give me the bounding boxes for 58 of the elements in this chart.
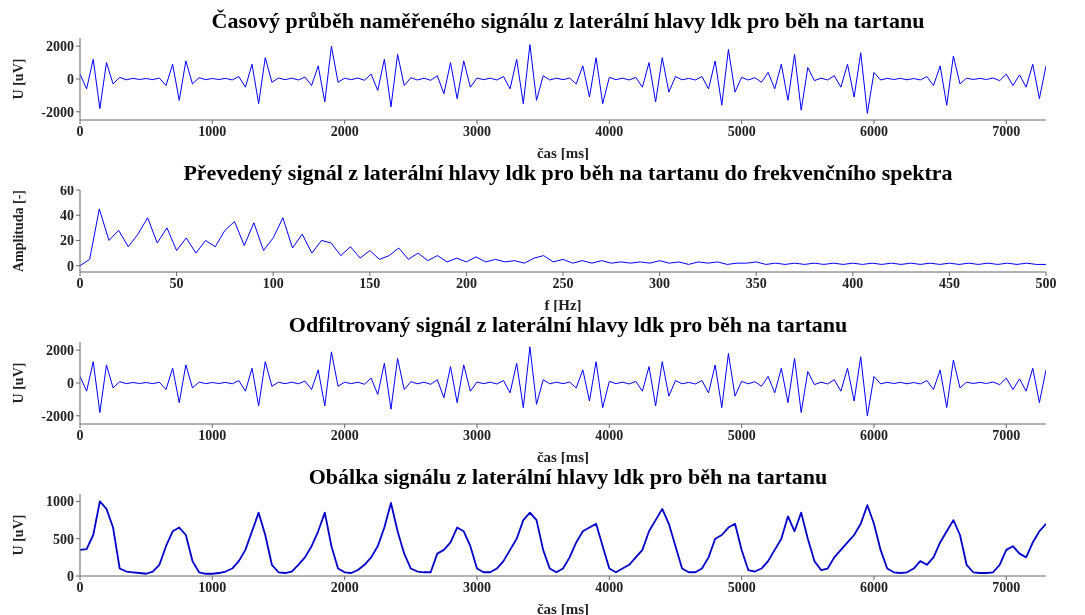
x-tick-label: 5000 (727, 579, 756, 595)
y-tick-label: 1000 (46, 494, 74, 510)
x-tick-label: 5000 (727, 123, 756, 139)
x-tick-label: 4000 (595, 427, 624, 443)
y-tick-label: 0 (67, 71, 74, 87)
x-tick-label: 200 (455, 275, 477, 291)
x-tick-label: 1000 (198, 579, 227, 595)
y-tick-label: 40 (60, 208, 74, 224)
x-tick-label: 2000 (330, 579, 359, 595)
line-series (80, 346, 1046, 417)
line-series (80, 208, 1046, 267)
x-tick-label: 6000 (859, 579, 888, 595)
x-axis-title: čas [ms] (536, 449, 590, 465)
y-tick-label: 0 (67, 375, 74, 391)
x-tick-label: 250 (552, 275, 574, 291)
x-tick-label: 7000 (992, 427, 1021, 443)
x-tick-label: 450 (938, 275, 960, 291)
x-axis-title: čas [ms] (536, 145, 590, 161)
x-tick-label: 50 (169, 275, 184, 291)
x-tick-label: 350 (745, 275, 767, 291)
x-axis-title: f [Hz] (544, 297, 582, 313)
x-tick-label: 150 (359, 275, 381, 291)
y-tick-label: 500 (53, 531, 74, 547)
x-tick-label: 300 (649, 275, 671, 291)
chart-title: Převedený signál z laterální hlavy ldk pro běh na tartanu do frekvenčního spektra (183, 160, 953, 185)
y-tick-label: 0 (67, 568, 74, 584)
x-tick-label: 7000 (992, 123, 1021, 139)
y-axis-title: U [uV] (10, 58, 26, 100)
chart-title: Časový průběh naměřeného signálu z laterální hlavy ldk pro běh na tartanu (210, 8, 926, 34)
y-tick-label: 0 (67, 258, 74, 274)
y-tick-label: 2000 (46, 39, 74, 55)
y-tick-label: -2000 (41, 104, 74, 120)
x-tick-label: 1000 (198, 427, 227, 443)
y-tick-label: 2000 (46, 343, 74, 359)
line-series (80, 44, 1046, 114)
x-tick-label: 3000 (462, 579, 491, 595)
x-tick-label: 1000 (198, 123, 227, 139)
y-tick-label: 20 (60, 233, 74, 249)
x-tick-label: 400 (842, 275, 864, 291)
chart-title: Odfiltrovaný signál z laterální hlavy ldk pro běh na tartanu (287, 312, 849, 338)
chart-title: Obálka signálu z laterální hlavy ldk pro běh na tartanu (307, 464, 829, 490)
x-tick-label: 7000 (992, 579, 1021, 595)
x-tick-label: 6000 (859, 427, 888, 443)
y-axis-title: U [uV] (10, 362, 26, 404)
x-tick-label: 4000 (595, 123, 624, 139)
y-tick-label: -2000 (41, 408, 74, 424)
x-tick-label: 6000 (859, 123, 888, 139)
x-tick-label: 100 (262, 275, 284, 291)
x-tick-label: 2000 (330, 427, 359, 443)
x-tick-label: 3000 (462, 123, 491, 139)
x-tick-label: 3000 (462, 427, 491, 443)
x-tick-label: 5000 (727, 427, 756, 443)
x-tick-label: 500 (1035, 275, 1057, 291)
y-axis-title: Amplituda [-] (10, 189, 26, 273)
y-axis-title: U [uV] (10, 514, 26, 556)
y-tick-label: 60 (60, 182, 74, 198)
x-tick-label: 2000 (330, 123, 359, 139)
x-tick-label: 4000 (595, 579, 624, 595)
